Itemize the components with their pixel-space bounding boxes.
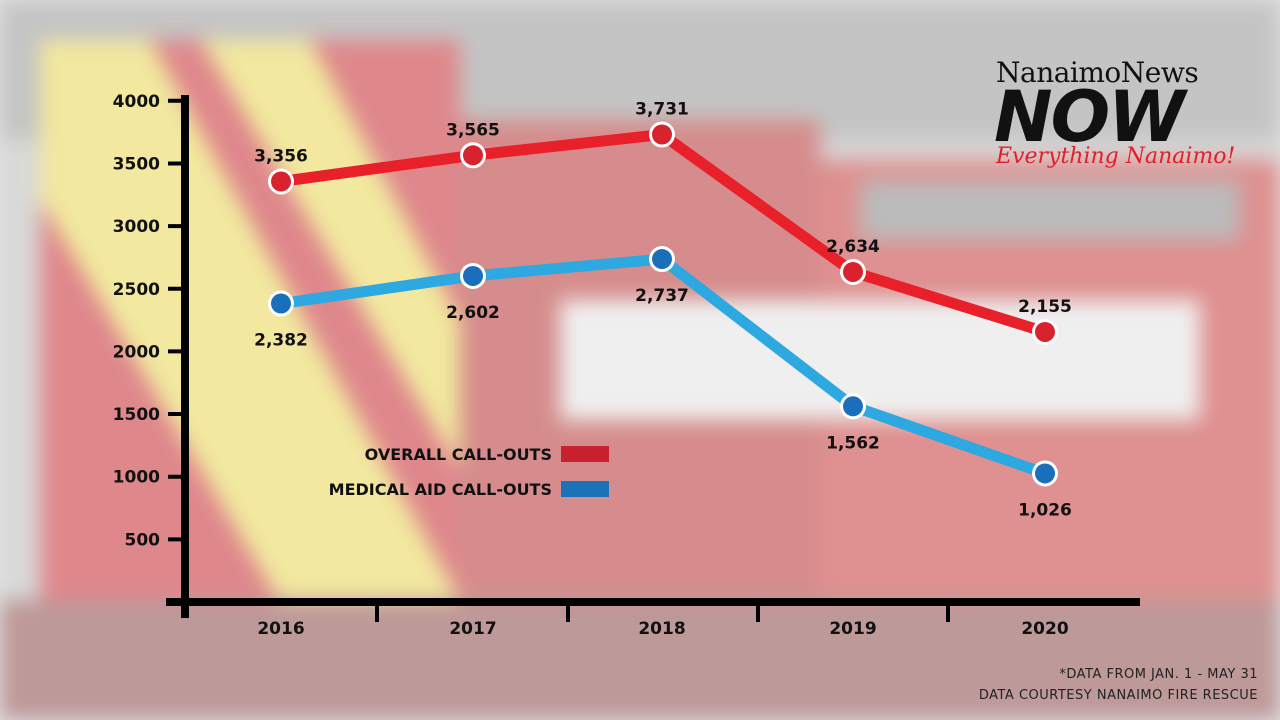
legend-swatch: [561, 481, 609, 497]
nanaimo-news-now-logo: NanaimoNews NOW Everything Nanaimo!: [990, 56, 1235, 176]
data-label: 2,382: [254, 331, 308, 351]
legend-label: OVERALL CALL-OUTS: [365, 445, 552, 464]
data-point: [1035, 321, 1055, 342]
data-point: [843, 396, 863, 417]
data-point: [652, 249, 672, 270]
data-label: 2,602: [446, 303, 500, 323]
x-axis-ticks: 2016 2017 2018 2019 2020: [257, 602, 1069, 639]
x-tick-label: 2020: [1021, 619, 1068, 639]
data-label: 3,731: [635, 100, 689, 120]
data-label: 1,562: [826, 433, 880, 453]
x-tick-label: 2016: [257, 619, 304, 639]
logo-line-2: NOW: [994, 76, 1185, 158]
legend-label: MEDICAL AID CALL-OUTS: [329, 480, 552, 499]
data-point: [843, 261, 863, 282]
data-point: [1035, 463, 1055, 484]
y-tick-label: 4000: [113, 92, 160, 112]
logo-tagline: Everything Nanaimo!: [996, 144, 1236, 169]
data-label: 2,737: [635, 286, 689, 306]
data-label: 3,356: [254, 146, 308, 166]
x-tick-label: 2019: [829, 619, 876, 639]
data-label: 1,026: [1018, 500, 1072, 520]
logo-line-1: NanaimoNews: [996, 56, 1199, 89]
data-point: [463, 265, 483, 286]
y-axis-ticks: 500 1000 1500 2000 2500 3000 3500 4000: [113, 92, 185, 550]
legend: OVERALL CALL-OUTS MEDICAL AID CALL-OUTS: [329, 445, 609, 499]
footnote-date-range: *DATA FROM JAN. 1 - MAY 31: [1059, 667, 1258, 682]
y-tick-label: 2500: [113, 280, 160, 300]
series-markers: [268, 121, 1058, 487]
data-point: [463, 145, 483, 166]
y-tick-label: 1000: [113, 468, 160, 488]
data-label: 2,155: [1018, 297, 1072, 317]
x-tick-label: 2017: [449, 619, 496, 639]
y-tick-label: 500: [125, 530, 161, 550]
data-point: [652, 124, 672, 145]
y-tick-label: 1500: [113, 405, 160, 425]
y-tick-label: 3000: [113, 217, 160, 237]
data-point: [271, 171, 291, 192]
data-point: [271, 293, 291, 314]
data-label: 2,634: [826, 237, 880, 257]
chart-axes: [166, 95, 1140, 618]
data-label: 3,565: [446, 120, 500, 140]
footnotes: *DATA FROM JAN. 1 - MAY 31 DATA COURTESY…: [979, 664, 1258, 706]
legend-swatch: [561, 446, 609, 462]
y-tick-label: 2000: [113, 342, 160, 362]
y-tick-label: 3500: [113, 154, 160, 174]
footnote-source: DATA COURTESY NANAIMO FIRE RESCUE: [978, 688, 1258, 703]
x-tick-label: 2018: [638, 619, 685, 639]
data-labels: 3,356 3,565 3,731 2,634 2,155 2,382 2,602 2,737…: [254, 100, 1072, 521]
